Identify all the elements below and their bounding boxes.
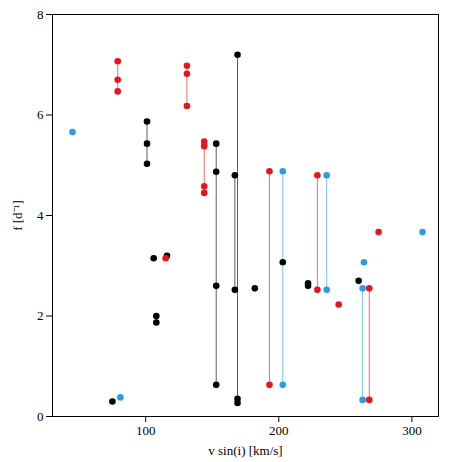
svg-text:300: 300 bbox=[402, 423, 422, 438]
svg-text:f [d⁻¹]: f [d⁻¹] bbox=[10, 200, 25, 231]
svg-text:2: 2 bbox=[37, 308, 44, 323]
svg-text:v sin(i) [km/s]: v sin(i) [km/s] bbox=[208, 443, 282, 458]
svg-text:100: 100 bbox=[136, 423, 156, 438]
svg-text:0: 0 bbox=[37, 409, 44, 424]
svg-text:8: 8 bbox=[37, 7, 44, 22]
svg-text:6: 6 bbox=[37, 107, 44, 122]
svg-text:4: 4 bbox=[37, 208, 44, 223]
svg-text:200: 200 bbox=[269, 423, 289, 438]
